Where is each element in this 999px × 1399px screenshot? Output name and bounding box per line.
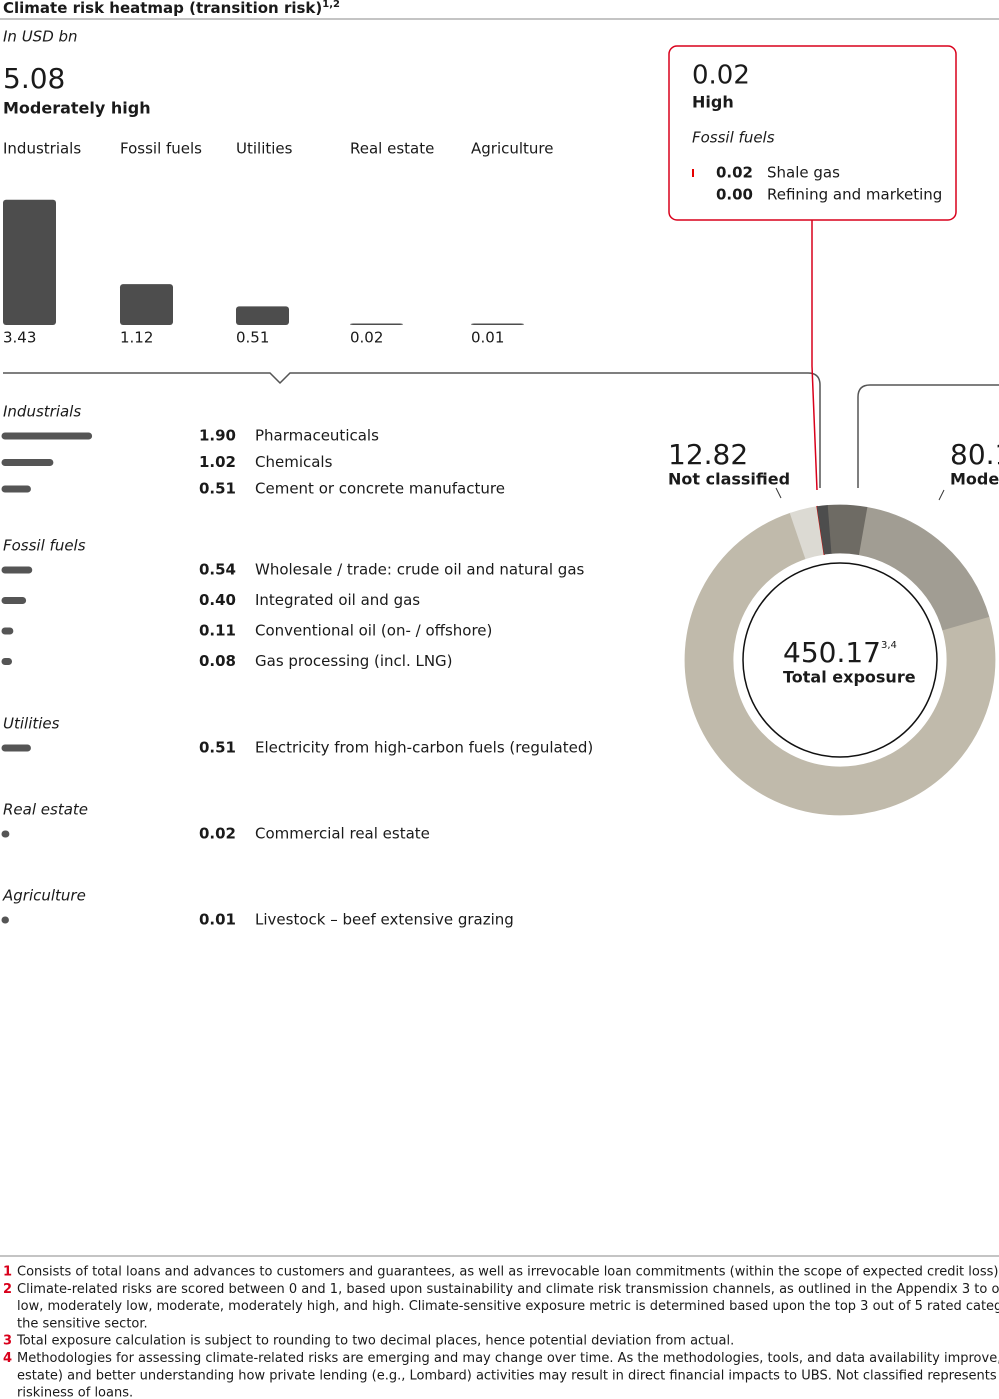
sector-label: Real estate (350, 140, 434, 158)
detail-name: Conventional oil (on- / offshore) (255, 622, 492, 640)
callout-item-value: 0.02 (716, 164, 753, 182)
donut-center (742, 562, 938, 758)
footnote-text: Consists of total loans and advances to … (17, 1265, 999, 1280)
sector-value: 1.12 (120, 329, 153, 347)
total-label: Total exposure (783, 668, 916, 687)
detail-value: 0.51 (199, 739, 236, 757)
callout-item-value: 0.00 (716, 186, 753, 204)
title-note: 1,2 (322, 0, 340, 10)
detail-value: 0.01 (199, 911, 236, 929)
detail-value: 0.54 (199, 561, 236, 579)
title-text: Climate risk heatmap (transition risk) (3, 0, 322, 17)
detail-value: 0.51 (199, 480, 236, 498)
detail-sector: Agriculture (2, 887, 86, 905)
detail-sector: Industrials (3, 403, 81, 421)
total: 450.173,4 (783, 636, 897, 669)
footnote-text: low, moderately low, moderate, moderatel… (17, 1299, 999, 1314)
detail-name: Cement or concrete manufacture (255, 480, 505, 498)
detail-name: Pharmaceuticals (255, 427, 379, 445)
footnote-text: the sensitive sector. (17, 1316, 148, 1331)
bracket (857, 384, 999, 488)
detail-value: 0.08 (199, 652, 236, 670)
callout-item-name: Shale gas (767, 164, 840, 182)
total-value: 450.17 (783, 636, 881, 669)
detail-sector: Utilities (3, 715, 60, 733)
detail-sector: Real estate (3, 801, 88, 819)
detail-name: Integrated oil and gas (255, 591, 420, 609)
sector-value: 3.43 (3, 329, 36, 347)
sector-value: 0.01 (471, 329, 504, 347)
footnote-number: 2 (3, 1282, 12, 1297)
footnote-number: 1 (3, 1265, 12, 1280)
summary-value: 5.08 (3, 62, 65, 95)
sector-bar (471, 323, 524, 325)
sector-label: Utilities (236, 140, 293, 158)
segment-label: Moder (950, 470, 999, 489)
detail-name: Electricity from high-carbon fuels (regu… (255, 739, 593, 757)
callout-sector: Fossil fuels (692, 129, 775, 147)
bracket (3, 372, 821, 488)
total-note: 3,4 (881, 640, 897, 651)
donut-segment (827, 504, 868, 556)
sector-value: 0.02 (350, 329, 383, 347)
donut-segment (684, 512, 996, 816)
segment-value: 80.1 (950, 438, 999, 471)
detail-name: Livestock – beef extensive grazing (255, 911, 514, 929)
sector-bar (3, 199, 56, 325)
callout-connector (811, 220, 818, 491)
footnote-number: 3 (3, 1334, 12, 1349)
detail-name: Chemicals (255, 453, 333, 471)
callout-label: High (692, 93, 734, 112)
segment-label: Not classified (668, 470, 790, 489)
detail-sector: Fossil fuels (3, 537, 86, 555)
detail-value: 1.90 (199, 427, 236, 445)
detail-value: 0.02 (199, 825, 236, 843)
sector-bar (120, 284, 173, 325)
segment-value: 12.82 (668, 438, 748, 471)
sector-bar (236, 306, 289, 325)
unit: In USD bn (3, 28, 78, 46)
footnote-text: riskiness of loans. (17, 1386, 133, 1399)
callout-box (668, 45, 957, 221)
summary-label: Moderately high (3, 99, 151, 118)
detail-value: 0.40 (199, 591, 236, 609)
footnote-text: Total exposure calculation is subject to… (16, 1334, 734, 1349)
sector-label: Fossil fuels (120, 140, 202, 158)
footnote-number: 4 (3, 1351, 12, 1366)
sector-label: Industrials (3, 140, 81, 158)
detail-name: Wholesale / trade: crude oil and natural… (255, 561, 585, 579)
detail-name: Gas processing (incl. LNG) (255, 652, 453, 670)
callout-item-name: Refining and marketing (767, 186, 942, 204)
sector-label: Agriculture (471, 140, 554, 158)
detail-value: 1.02 (199, 453, 236, 471)
title: Climate risk heatmap (transition risk)1,… (3, 0, 340, 17)
footnote-text: Climate-related risks are scored between… (17, 1282, 999, 1297)
detail-name: Commercial real estate (255, 825, 430, 843)
sector-value: 0.51 (236, 329, 269, 347)
footnote-text: estate) and better understanding how pri… (17, 1368, 999, 1383)
footnote-text: Methodologies for assessing climate-rela… (17, 1351, 999, 1366)
label-tick (775, 487, 782, 499)
detail-value: 0.11 (199, 622, 236, 640)
sector-bar (350, 323, 403, 325)
label-tick (938, 489, 945, 501)
callout-value: 0.02 (692, 61, 750, 91)
